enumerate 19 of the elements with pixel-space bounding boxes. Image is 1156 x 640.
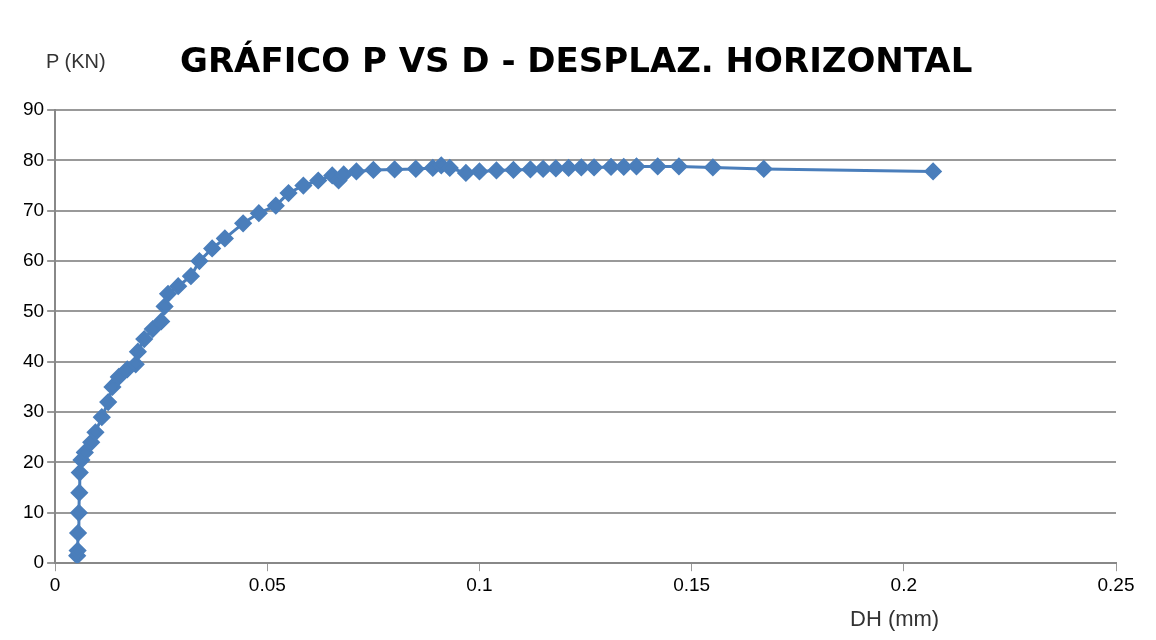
x-tick-label: 0.25	[1097, 573, 1135, 595]
y-tick-label: 30	[22, 400, 45, 422]
chart-title: GRÁFICO P VS D - DESPLAZ. HORIZONTAL	[180, 40, 973, 80]
x-axis-title: DH (mm)	[850, 606, 940, 632]
y-tick-label: 50	[22, 299, 45, 321]
y-axis-title: P (KN)	[46, 50, 106, 73]
y-tick-label: 20	[22, 450, 45, 472]
y-tick-label: 0	[33, 551, 45, 573]
x-tick-label: 0.1	[466, 573, 493, 595]
y-tick-label: 40	[22, 350, 45, 372]
x-tick-label: 0.15	[673, 573, 711, 595]
y-tick-label: 80	[22, 148, 45, 170]
x-tick-label: 0.2	[890, 573, 918, 595]
y-tick-label: 70	[22, 198, 45, 220]
y-tick-label: 60	[22, 249, 45, 271]
x-tick-label: 0.05	[248, 573, 286, 595]
y-tick-label: 90	[22, 98, 45, 120]
x-tick-label: 0	[49, 573, 61, 595]
y-tick-label: 10	[22, 501, 45, 523]
